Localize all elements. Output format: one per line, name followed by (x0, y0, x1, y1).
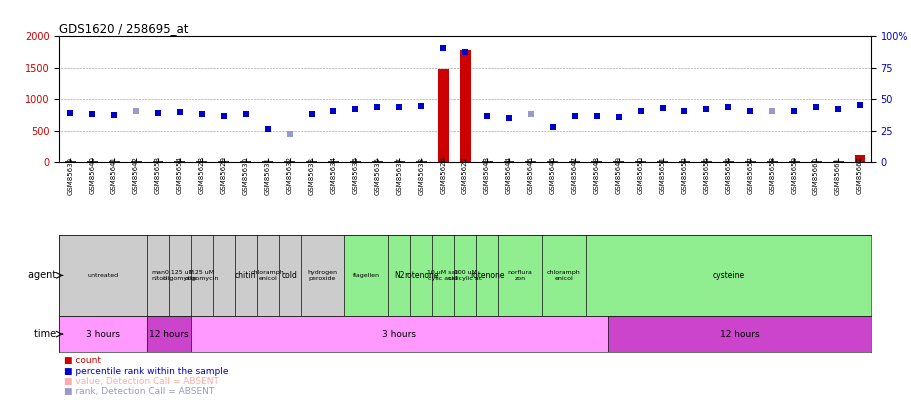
Bar (234, 235, 256, 316)
Text: 100 uM
salicylic ac: 100 uM salicylic ac (447, 270, 482, 281)
Bar (432, 235, 454, 316)
Bar (410, 235, 432, 316)
Bar (59, 316, 147, 352)
Bar (388, 235, 410, 316)
Bar (147, 316, 190, 352)
Text: 0.125 uM
oligomycin: 0.125 uM oligomycin (162, 270, 197, 281)
Text: man
nitol: man nitol (151, 270, 165, 281)
Text: 3 hours: 3 hours (382, 330, 415, 339)
Text: 3 hours: 3 hours (86, 330, 120, 339)
Text: ■ count: ■ count (64, 356, 101, 365)
Text: flagellen: flagellen (353, 273, 380, 278)
Bar (147, 235, 169, 316)
Bar (344, 235, 388, 316)
Text: chloramph
enicol: chloramph enicol (547, 270, 580, 281)
Text: cold: cold (281, 271, 297, 280)
Bar (190, 235, 212, 316)
Text: GDS1620 / 258695_at: GDS1620 / 258695_at (59, 22, 189, 35)
Bar (476, 235, 497, 316)
Bar (256, 235, 279, 316)
Text: untreated: untreated (87, 273, 118, 278)
Text: 12 hours: 12 hours (719, 330, 758, 339)
Bar (454, 235, 476, 316)
Bar (190, 316, 607, 352)
Text: norflura
zon: norflura zon (507, 270, 532, 281)
Text: chloramph
enicol: chloramph enicol (251, 270, 284, 281)
Text: rotenone: rotenone (469, 271, 504, 280)
Text: 12 hours: 12 hours (149, 330, 189, 339)
Text: agent: agent (28, 271, 59, 280)
Bar (437, 69, 448, 162)
Text: 10 uM sali
cylic acid: 10 uM sali cylic acid (427, 270, 458, 281)
Text: cysteine: cysteine (711, 271, 743, 280)
Text: chitin: chitin (235, 271, 256, 280)
Text: hydrogen
peroxide: hydrogen peroxide (307, 270, 337, 281)
Text: time: time (34, 329, 59, 339)
Bar (59, 235, 147, 316)
Bar (497, 235, 541, 316)
Bar (169, 235, 190, 316)
Bar (212, 235, 234, 316)
Text: ■ value, Detection Call = ABSENT: ■ value, Detection Call = ABSENT (64, 377, 219, 386)
Text: 1.25 uM
oligomycin: 1.25 uM oligomycin (185, 270, 219, 281)
Bar (152, 161, 163, 162)
Bar (607, 316, 870, 352)
Bar (279, 235, 301, 316)
Bar (585, 235, 870, 316)
Text: rotenone: rotenone (404, 271, 438, 280)
Text: ■ rank, Detection Call = ABSENT: ■ rank, Detection Call = ABSENT (64, 387, 214, 396)
Bar (174, 161, 185, 162)
Text: N2: N2 (394, 271, 404, 280)
Text: ■ percentile rank within the sample: ■ percentile rank within the sample (64, 367, 228, 375)
Bar (301, 235, 344, 316)
Bar (541, 235, 585, 316)
Bar (459, 50, 470, 162)
Bar (854, 155, 865, 162)
